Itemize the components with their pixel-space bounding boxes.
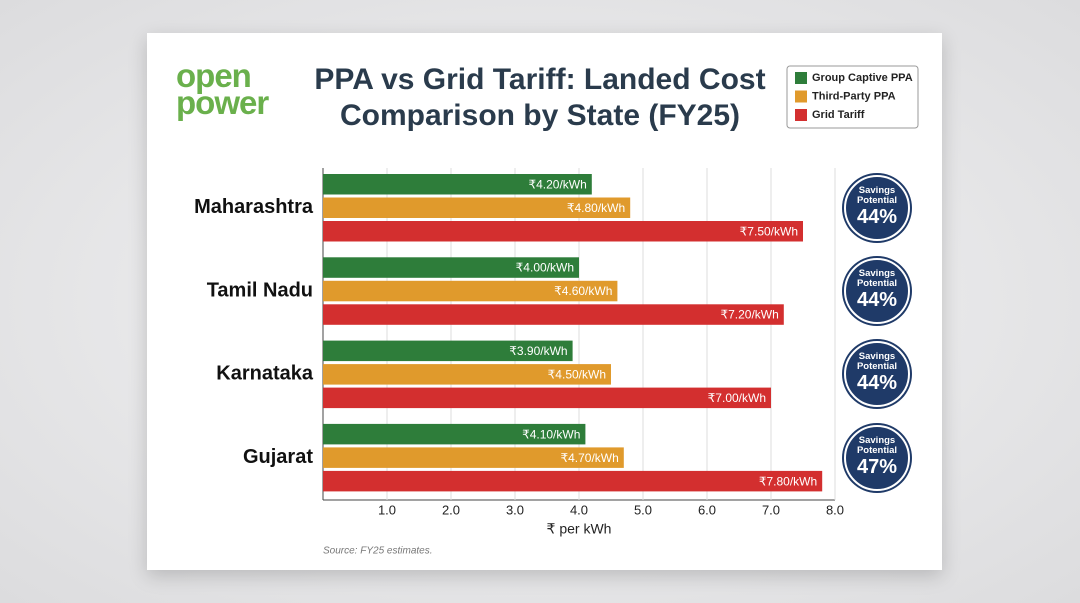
bar	[323, 257, 579, 278]
savings-label: Savings Potential	[856, 268, 898, 290]
value-label: ₹4.60/kWh	[554, 284, 612, 298]
savings-value: 44%	[856, 289, 898, 312]
category-label: Maharashtra	[194, 196, 314, 218]
savings-label: Savings Potential	[856, 434, 898, 456]
bar	[323, 447, 624, 468]
legend-swatch	[795, 90, 807, 103]
bar	[323, 423, 586, 445]
value-label: ₹4.20/kWh	[528, 177, 586, 191]
savings-value: 47%	[856, 455, 898, 478]
x-tick-label: 3.0	[506, 502, 524, 517]
x-tick-label: 5.0	[634, 502, 652, 517]
category-label: Gujarat	[243, 446, 313, 468]
chart-title: PPA vs Grid Tariff: Landed Cost Comparis…	[314, 63, 766, 132]
bar	[323, 197, 631, 218]
savings-badge: Savings Potential 44%	[844, 341, 910, 408]
value-label: ₹4.10/kWh	[522, 427, 580, 441]
value-label: ₹4.00/kWh	[516, 261, 574, 275]
value-label: ₹7.80/kWh	[759, 474, 817, 488]
x-tick-label: 7.0	[762, 502, 780, 517]
savings-value: 44%	[856, 205, 898, 228]
savings-badge: Savings Potential 47%	[844, 424, 910, 491]
value-label: ₹4.50/kWh	[548, 368, 606, 382]
bar	[323, 340, 573, 362]
bar	[323, 364, 611, 385]
savings-label: Savings Potential	[856, 184, 898, 206]
x-axis-label: ₹ per kWh	[547, 521, 612, 537]
legend-label: Group Captive PPA	[812, 72, 913, 84]
brand: open power	[176, 57, 269, 121]
savings-badge: Savings Potential 44%	[844, 174, 910, 241]
x-tick-label: 4.0	[570, 502, 588, 517]
bar	[323, 280, 618, 302]
legend-swatch	[795, 72, 807, 84]
category-label: Tamil Nadu	[207, 279, 313, 301]
source-note: Source: FY25 estimates.	[323, 546, 433, 557]
category-label: Karnataka	[216, 363, 314, 385]
legend-label: Third-Party PPA	[812, 90, 896, 102]
x-tick-label: 1.0	[378, 502, 396, 517]
bar	[323, 174, 592, 195]
bar	[323, 387, 771, 409]
value-label: ₹4.70/kWh	[560, 451, 618, 465]
savings-badge: Savings Potential 44%	[844, 258, 910, 325]
savings-value: 44%	[856, 372, 898, 395]
value-label: ₹4.80/kWh	[567, 201, 625, 215]
brand-line: power	[176, 84, 269, 121]
value-label: ₹3.90/kWh	[509, 344, 567, 358]
savings-label: Savings Potential	[856, 351, 898, 373]
legend-swatch	[795, 109, 807, 121]
legend-box	[786, 65, 919, 129]
bar	[323, 221, 803, 242]
x-tick-label: 8.0	[826, 502, 844, 517]
value-label: ₹7.50/kWh	[740, 224, 798, 238]
legend-label: Grid Tariff	[812, 109, 865, 121]
bar	[323, 470, 823, 492]
bar	[323, 304, 784, 325]
value-label: ₹7.00/kWh	[708, 391, 766, 405]
x-tick-label: 2.0	[442, 502, 460, 517]
brand-line: open	[176, 57, 252, 94]
x-tick-label: 6.0	[698, 502, 716, 517]
value-label: ₹7.20/kWh	[720, 308, 778, 322]
